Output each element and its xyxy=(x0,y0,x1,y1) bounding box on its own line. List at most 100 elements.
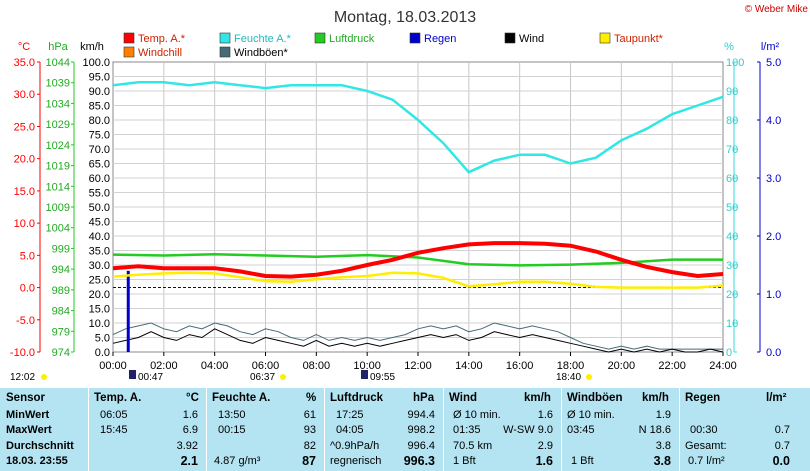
temp-tick-label: 15.0 xyxy=(14,186,35,198)
wind-tick-label: 15.0 xyxy=(89,304,110,316)
header-luftdruck-unit: hPa xyxy=(413,392,435,404)
temp-tick-label: 20.0 xyxy=(14,154,35,166)
wind-tick-label: 40.0 xyxy=(89,231,110,243)
temp-value: 6.9 xyxy=(182,424,198,436)
luftdruck-value: 994.4 xyxy=(407,409,435,421)
stats-row-min: MinWert 06:05 1.6 13:50 61 17:25 994.4 Ø… xyxy=(0,408,810,422)
wind-tick-label: 65.0 xyxy=(89,159,110,171)
moonset-icon xyxy=(361,370,368,379)
wind-tick-label: 0.0 xyxy=(95,347,110,359)
rain-tick-label: 1.0 xyxy=(766,289,781,301)
dewpoint-line xyxy=(112,271,724,289)
legend-swatch xyxy=(123,46,135,58)
temp-time: 15:45 xyxy=(100,424,128,436)
sunset-label: 18:40 xyxy=(556,372,581,383)
wind-value: W-SW 9.0 xyxy=(503,424,553,436)
legend-label: Temp. A.* xyxy=(138,33,186,45)
x-tick-label: 20:00 xyxy=(608,360,636,372)
x-tick-label: 24:00 xyxy=(709,360,737,372)
legend-label: Taupunkt* xyxy=(614,33,664,45)
temp-value: 2.1 xyxy=(180,454,198,468)
humidity-tick-label: 40 xyxy=(726,231,738,243)
x-tick-label: 18:00 xyxy=(557,360,585,372)
header-regen: Regen xyxy=(685,392,721,404)
pressure-tick-label: 989 xyxy=(52,285,70,297)
wind-line xyxy=(112,328,724,353)
row-label: MaxWert xyxy=(6,424,52,436)
temp-tick-label: 5.0 xyxy=(20,250,35,262)
wind-tick-label: 45.0 xyxy=(89,217,110,229)
temp-tick-label: -5.0 xyxy=(16,315,35,327)
regen-total-label: Gesamt: xyxy=(685,440,727,452)
pressure-line xyxy=(112,252,723,267)
header-luftdruck: Luftdruck xyxy=(330,392,384,404)
legend-label: Windböen* xyxy=(234,47,289,59)
header-windboeen: Windböen xyxy=(567,392,623,404)
feuchte-value: 82 xyxy=(303,440,316,452)
pressure-tick-label: 1019 xyxy=(46,161,70,173)
pressure-tick-label: 994 xyxy=(52,264,70,276)
windboeen-value: 3.8 xyxy=(653,454,671,468)
gusts-line xyxy=(112,322,723,350)
sun-icon xyxy=(41,374,47,380)
pressure-tick-label: 979 xyxy=(52,326,70,338)
header-sensor: Sensor xyxy=(6,392,45,404)
wind-axis-unit: km/h xyxy=(80,41,104,53)
sunrise-icon xyxy=(280,374,286,380)
windboeen-bft: 1 Bft xyxy=(571,455,594,467)
humidity-tick-label: 10 xyxy=(726,318,738,330)
feuchte-value: 61 xyxy=(303,409,316,421)
header-wind-unit: km/h xyxy=(524,392,551,404)
feuchte-absolute: 4.87 g/m³ xyxy=(214,455,261,467)
humidity-tick-label: 0 xyxy=(726,347,732,359)
luftdruck-trend: ^0.9hPa/h xyxy=(330,440,380,452)
luftdruck-time: 17:25 xyxy=(336,409,364,421)
humidity-tick-label: 30 xyxy=(726,260,738,272)
header-temp-unit: °C xyxy=(186,392,199,404)
rain-tick-label: 3.0 xyxy=(766,173,781,185)
temp-tick-label: -10.0 xyxy=(10,347,35,359)
legend-label: Windchill xyxy=(138,47,182,59)
wind-tick-label: 60.0 xyxy=(89,173,110,185)
pressure-tick-label: 1024 xyxy=(46,140,70,152)
statistics-table: Sensor Temp. A. °C Feuchte A. % Luftdruc… xyxy=(0,388,810,471)
pressure-tick-label: 1004 xyxy=(46,223,70,235)
wind-tick-label: 10.0 xyxy=(89,318,110,330)
rain-tick-label: 4.0 xyxy=(766,115,781,127)
pressure-tick-label: 974 xyxy=(52,347,70,359)
x-tick-label: 16:00 xyxy=(506,360,534,372)
stats-row-max: MaxWert 15:45 6.9 00:15 93 04:05 998.2 0… xyxy=(0,423,810,437)
regen-value: 0.7 xyxy=(774,440,790,452)
x-tick-label: 06:00 xyxy=(252,360,280,372)
pressure-tick-label: 984 xyxy=(52,306,70,318)
row-label: 18.03. 23:55 xyxy=(6,455,68,467)
x-tick-label: 08:00 xyxy=(303,360,331,372)
humidity-tick-label: 70 xyxy=(726,144,738,156)
wind-tick-label: 25.0 xyxy=(89,275,110,287)
start-time-label: 12:02 xyxy=(10,372,35,383)
legend-label: Wind xyxy=(519,33,544,45)
rain-tick-label: 0.0 xyxy=(766,347,781,359)
wind-tick-label: 50.0 xyxy=(89,202,110,214)
temp-tick-label: 30.0 xyxy=(14,89,35,101)
wind-tick-label: 70.0 xyxy=(89,144,110,156)
temp-tick-label: 25.0 xyxy=(14,121,35,133)
pressure-tick-label: 1009 xyxy=(46,202,70,214)
header-windboeen-unit: km/h xyxy=(642,392,669,404)
legend-swatch xyxy=(314,32,326,44)
feuchte-time: 00:15 xyxy=(218,424,246,436)
sunrise-label: 06:37 xyxy=(250,372,275,383)
pressure-tick-label: 1029 xyxy=(46,119,70,131)
weather-chart: Montag, 18.03.2013 © Weber Mike Temp. A.* F… xyxy=(10,4,809,383)
legend-swatch xyxy=(504,32,516,44)
pressure-tick-label: 1014 xyxy=(46,181,70,193)
feuchte-value: 93 xyxy=(303,424,316,436)
humidity-line xyxy=(112,81,724,174)
luftdruck-forecast: regnerisch xyxy=(330,455,382,467)
x-tick-label: 14:00 xyxy=(455,360,483,372)
row-label: MinWert xyxy=(6,409,50,421)
wind-tick-label: 55.0 xyxy=(89,188,110,200)
wind-tick-label: 80.0 xyxy=(89,115,110,127)
temp-value: 3.92 xyxy=(176,440,198,452)
wind-time: 01:35 xyxy=(453,424,481,436)
